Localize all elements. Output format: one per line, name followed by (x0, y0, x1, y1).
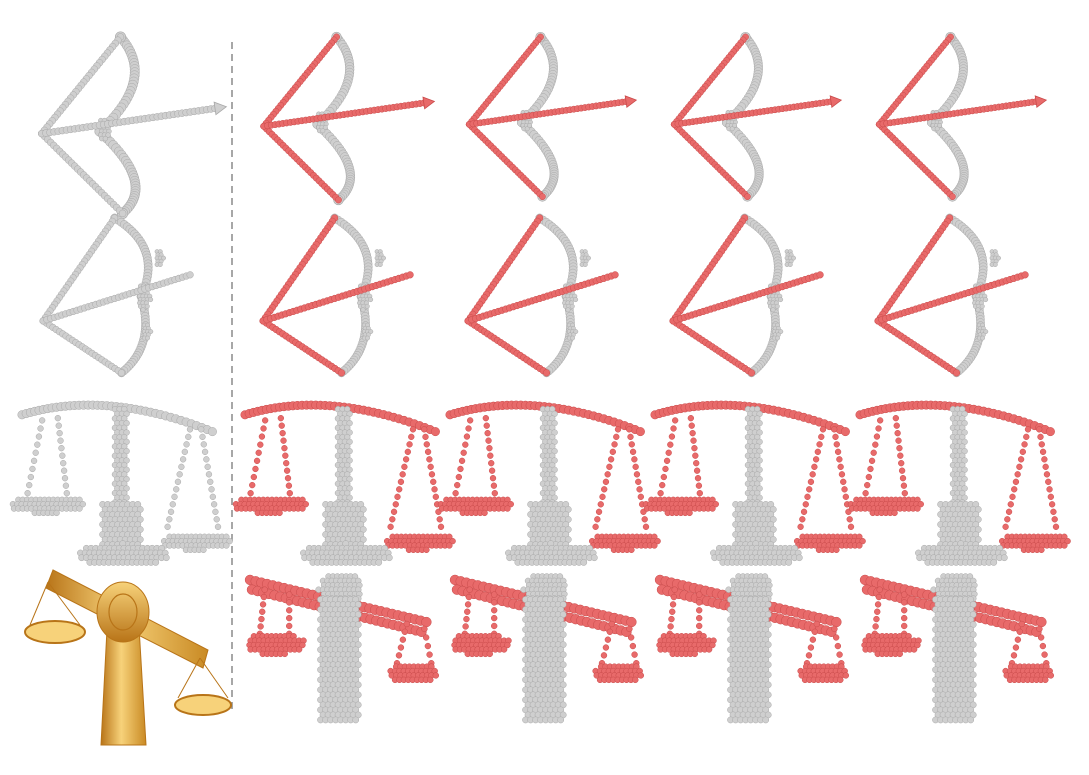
cell-balance-scale-front-result-2 (437, 400, 661, 566)
cell-bow-and-arrow-oblique-result-4 (874, 213, 1029, 378)
cell-bow-and-arrow-front-result-4 (875, 31, 1048, 202)
cell-balance-scale-front-result-3 (642, 400, 866, 566)
cell-bow-and-arrow-oblique-result-2 (464, 213, 619, 378)
cell-bow-and-arrow-front-input (38, 31, 228, 219)
cell-balance-scale-front-result-1 (232, 400, 456, 566)
cell-balance-scale-oblique-result-1 (244, 573, 440, 724)
cell-bow-and-arrow-front-result-3 (670, 31, 843, 202)
cell-balance-scale-oblique-result-3 (654, 573, 850, 724)
cell-balance-scale-front-input (9, 400, 233, 566)
cell-balance-scale-front-result-4 (847, 400, 1071, 566)
cell-bow-and-arrow-oblique-result-3 (669, 213, 824, 378)
cell-bow-and-arrow-oblique-input (39, 213, 194, 378)
cell-balance-scale-oblique-result-4 (859, 573, 1055, 724)
cell-bow-and-arrow-oblique-result-1 (259, 213, 414, 378)
cell-bow-and-arrow-front-result-2 (465, 31, 638, 202)
cell-balance-scale-oblique-input (24, 569, 232, 746)
cell-balance-scale-oblique-result-2 (449, 573, 645, 724)
cell-bow-and-arrow-front-result-1 (260, 31, 436, 206)
